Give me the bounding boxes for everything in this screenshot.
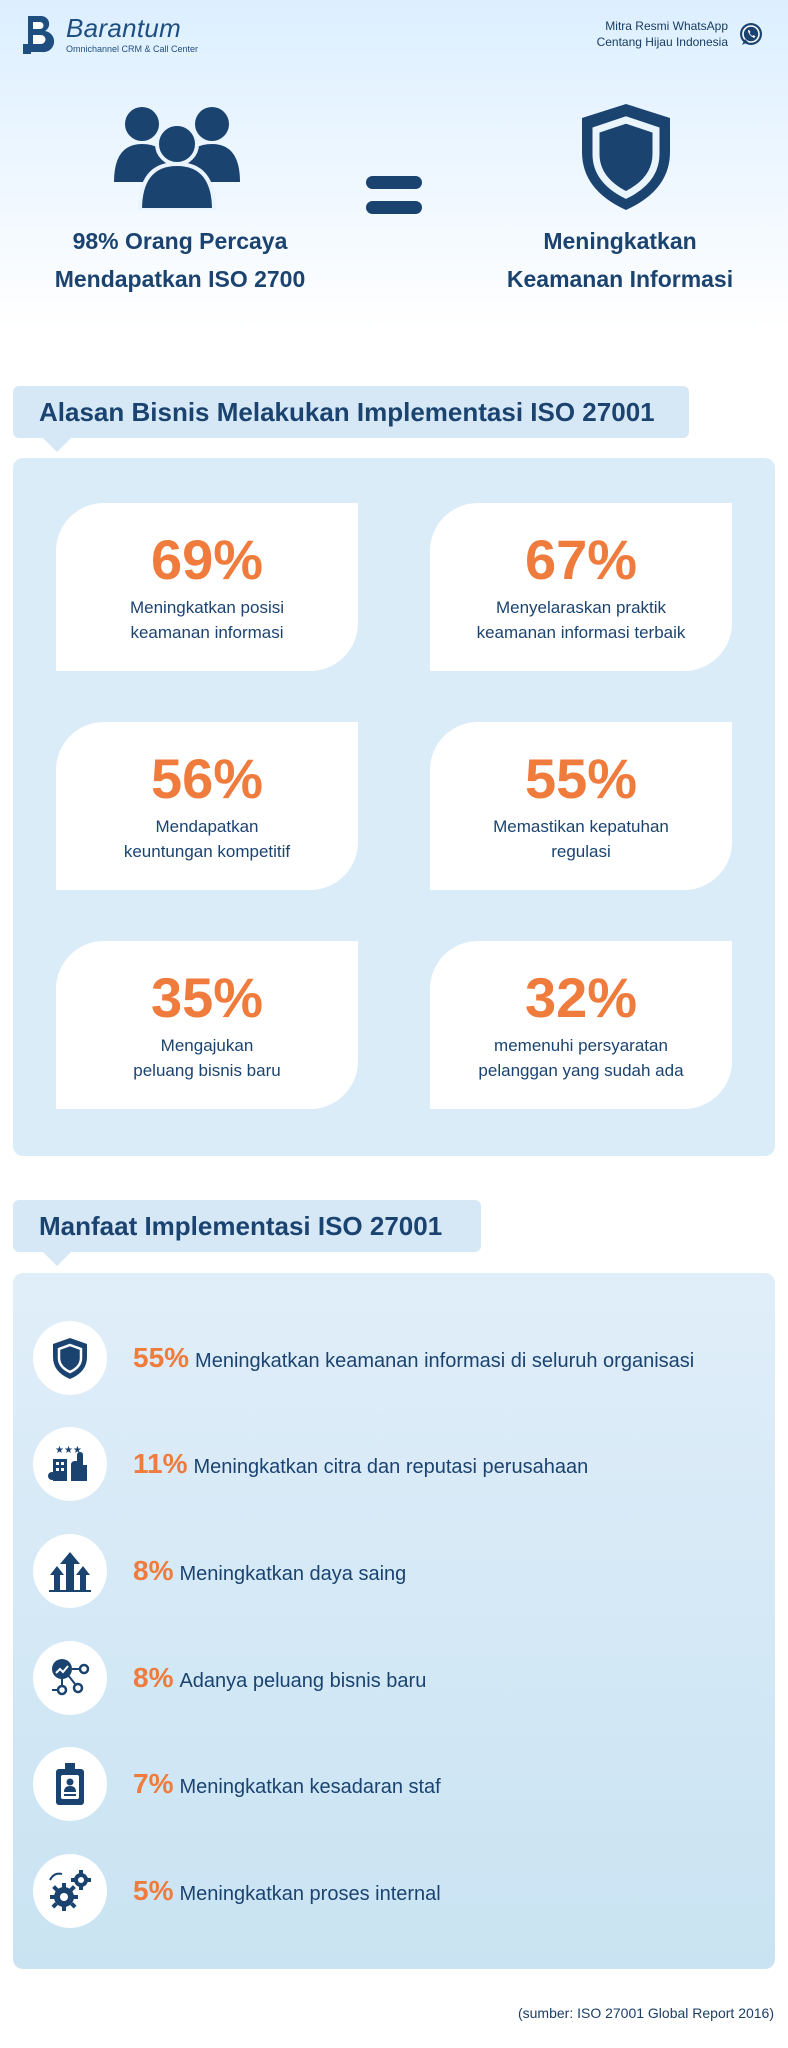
reason-card: 35% Mengajukan peluang bisnis baru xyxy=(56,941,358,1109)
reason-card: 55% Memastikan kepatuhan regulasi xyxy=(430,722,732,890)
reason-card: 32% memenuhi persyaratan pelanggan yang … xyxy=(430,941,732,1109)
equals-icon xyxy=(366,176,422,214)
brand-tagline: Omnichannel CRM & Call Center xyxy=(66,44,199,54)
benefit-label: Meningkatkan daya saing xyxy=(179,1563,407,1585)
reason-card: 67% Menyelaraskan praktik keamanan infor… xyxy=(430,503,732,671)
shield-icon xyxy=(582,104,670,210)
barantum-logo-icon xyxy=(23,16,55,54)
reason-percentage: 67% xyxy=(524,528,638,591)
reason-percentage: 32% xyxy=(524,966,638,1029)
benefit-row: 55% Meningkatkan keamanan informasi di se… xyxy=(33,1320,773,1396)
benefit-percentage: 7% xyxy=(133,1768,174,1799)
whatsapp-partner-badge: Mitra Resmi WhatsApp Centang Hijau Indon… xyxy=(597,18,764,50)
reason-description: Mendapatkan keuntungan kompetitif xyxy=(123,817,291,861)
whatsapp-icon xyxy=(740,23,762,45)
benefit-text: 5% Meningkatkan proses internal xyxy=(133,1875,441,1907)
benefit-icon-circle xyxy=(33,1534,107,1608)
benefit-icon-circle xyxy=(33,1321,107,1395)
svg-text:★★★: ★★★ xyxy=(55,1445,82,1456)
brand-name: Barantum xyxy=(66,13,182,43)
benefit-label: Meningkatkan citra dan reputasi perusaha… xyxy=(193,1456,589,1478)
partner-line-2: Centang Hijau Indonesia xyxy=(596,35,728,49)
benefit-percentage: 8% xyxy=(133,1555,174,1586)
benefit-row: 8% Adanya peluang bisnis baru xyxy=(33,1640,773,1716)
benefit-row: ★★★ 11% Meningkatkan citra dan reputasi p… xyxy=(33,1426,773,1502)
business-network-icon xyxy=(52,1659,90,1696)
benefit-row: 7% Meningkatkan kesadaran staf xyxy=(33,1746,773,1822)
benefit-label: Meningkatkan keamanan informasi di selur… xyxy=(195,1350,695,1372)
reason-percentage: 56% xyxy=(150,747,264,810)
benefit-text: 8% Adanya peluang bisnis baru xyxy=(133,1662,426,1694)
benefit-label: Meningkatkan proses internal xyxy=(179,1883,441,1905)
partner-line-1: Mitra Resmi WhatsApp xyxy=(605,19,728,33)
reasons-heading-text: Alasan Bisnis Melakukan Implementasi ISO… xyxy=(39,396,655,427)
benefit-icon-circle: ★★★ xyxy=(33,1427,107,1501)
benefit-percentage: 11% xyxy=(133,1448,188,1479)
benefit-row: 5% Meningkatkan proses internal xyxy=(33,1853,773,1929)
benefit-label: Adanya peluang bisnis baru xyxy=(179,1670,427,1692)
benefit-percentage: 8% xyxy=(133,1662,174,1693)
benefit-row: 8% Meningkatkan daya saing xyxy=(33,1533,773,1609)
hero-left-line-2: Mendapatkan ISO 2700 xyxy=(54,266,306,292)
hero-left-caption: 98% Orang Percaya Mendapatkan ISO 2700 xyxy=(10,222,350,298)
staff-badge-icon xyxy=(56,1763,84,1805)
benefit-text: 7% Meningkatkan kesadaran staf xyxy=(133,1768,441,1800)
hero-right-line-1: Meningkatkan xyxy=(543,228,697,254)
benefit-icon-circle xyxy=(33,1854,107,1928)
benefit-icon-circle xyxy=(33,1641,107,1715)
hero-right-caption: Meningkatkan Keamanan Informasi xyxy=(470,222,770,298)
gears-icon xyxy=(49,1870,91,1911)
reason-percentage: 55% xyxy=(524,747,638,810)
benefits-panel xyxy=(13,1273,775,1969)
brand-logo[interactable]: Barantum Omnichannel CRM & Call Center xyxy=(22,14,198,56)
reason-description: Menyelaraskan praktik keamanan informasi… xyxy=(476,598,686,642)
benefits-heading: Manfaat Implementasi ISO 27001 xyxy=(13,1200,481,1266)
reason-percentage: 69% xyxy=(150,528,264,591)
shield-icon xyxy=(53,1338,87,1379)
benefit-icon-circle xyxy=(33,1747,107,1821)
hero-left-line-1: 98% Orang Percaya xyxy=(72,228,288,254)
reason-percentage: 35% xyxy=(150,966,264,1029)
benefit-text: 8% Meningkatkan daya saing xyxy=(133,1555,406,1587)
benefit-text: 11% Meningkatkan citra dan reputasi perus… xyxy=(133,1448,588,1480)
reason-description: Mengajukan peluang bisnis baru xyxy=(133,1036,281,1080)
reason-description: Meningkatkan posisi keamanan informasi xyxy=(129,598,285,642)
reputation-icon: ★★★ xyxy=(48,1445,87,1481)
reasons-heading: Alasan Bisnis Melakukan Implementasi ISO… xyxy=(13,386,689,452)
benefits-heading-text: Manfaat Implementasi ISO 27001 xyxy=(39,1210,443,1241)
benefit-percentage: 55% xyxy=(133,1342,190,1373)
reason-card: 56% Mendapatkan keuntungan kompetitif xyxy=(56,722,358,890)
reason-card: 69% Meningkatkan posisi keamanan informa… xyxy=(56,503,358,671)
benefit-text: 55% Meningkatkan keamanan informasi di se… xyxy=(133,1342,694,1374)
growth-arrows-icon xyxy=(49,1552,91,1592)
people-group-icon xyxy=(114,107,240,210)
benefit-percentage: 5% xyxy=(133,1875,174,1906)
reason-description: Memastikan kepatuhan regulasi xyxy=(493,817,669,861)
hero-right-line-2: Keamanan Informasi xyxy=(506,266,734,292)
source-citation: (sumber: ISO 27001 Global Report 2016) xyxy=(517,2005,774,2021)
reason-description: memenuhi persyaratan pelanggan yang suda… xyxy=(478,1036,684,1080)
benefit-label: Meningkatkan kesadaran staf xyxy=(179,1776,441,1798)
